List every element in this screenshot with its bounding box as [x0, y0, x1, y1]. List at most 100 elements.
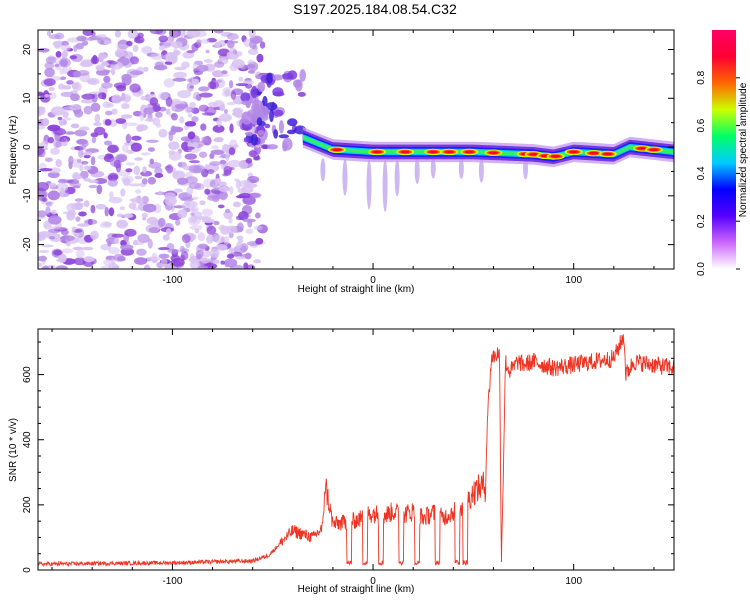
noise-blob — [124, 228, 137, 237]
noise-blob — [217, 204, 225, 209]
noise-blob — [81, 246, 94, 251]
noise-blob — [38, 249, 50, 254]
noise-blob — [222, 143, 230, 153]
noise-blob — [59, 76, 67, 81]
noise-blob — [58, 83, 65, 90]
noise-blob — [113, 159, 122, 169]
noise-blob — [69, 182, 82, 187]
noise-blob — [186, 50, 195, 54]
hot-spot-core — [428, 150, 439, 154]
noise-blob — [103, 259, 115, 266]
noise-blob — [242, 218, 256, 223]
noise-blob — [114, 237, 120, 245]
y-tick-label: 0 — [22, 144, 33, 150]
noise-blob — [90, 31, 96, 37]
x-tick-label: -100 — [162, 275, 182, 286]
noise-blob — [207, 169, 215, 175]
noise-blob — [111, 94, 122, 104]
noise-blob — [188, 182, 202, 190]
noise-blob — [128, 183, 142, 187]
spectrogram-xlabel: Height of straight line (km) — [298, 284, 415, 295]
noise-blob — [172, 50, 179, 58]
noise-blob — [140, 95, 147, 101]
noise-blob — [213, 220, 220, 226]
noise-blob — [140, 152, 151, 156]
onset-blob — [262, 95, 268, 107]
noise-blob — [154, 172, 164, 179]
noise-blob — [163, 78, 175, 88]
onset-blob — [297, 91, 306, 97]
noise-blob — [100, 61, 110, 67]
noise-blob — [165, 108, 171, 115]
noise-blob — [81, 93, 96, 100]
noise-blob — [142, 203, 157, 213]
noise-blob — [200, 123, 207, 131]
noise-blob — [177, 209, 188, 219]
noise-blob — [140, 170, 153, 177]
noise-blob — [219, 159, 227, 165]
snr-x-tick-label: 0 — [370, 576, 376, 587]
noise-blob — [69, 55, 78, 60]
noise-blob — [170, 125, 177, 135]
noise-blob — [104, 206, 109, 217]
noise-blob — [141, 212, 148, 219]
noise-blob — [61, 117, 72, 121]
noise-blob — [88, 184, 98, 189]
noise-blob — [173, 171, 179, 176]
noise-blob — [253, 259, 262, 264]
noise-blob — [175, 128, 181, 132]
noise-blob — [79, 144, 87, 151]
noise-blob — [225, 225, 238, 234]
noise-blob — [94, 113, 101, 124]
onset-blob — [257, 130, 265, 136]
noise-blob — [219, 103, 226, 112]
noise-blob — [109, 191, 114, 199]
onset-blob — [257, 105, 270, 119]
noise-blob — [48, 34, 61, 40]
noise-blob — [73, 257, 87, 266]
noise-blob — [38, 255, 48, 262]
noise-blob — [199, 92, 213, 98]
noise-blob — [55, 50, 62, 58]
signal-streak — [320, 158, 326, 182]
noise-blob — [43, 78, 56, 86]
noise-blob — [248, 150, 257, 158]
noise-blob — [213, 235, 226, 244]
noise-blob — [153, 64, 168, 71]
noise-blob — [48, 87, 55, 92]
noise-blob — [91, 136, 97, 144]
noise-blob — [121, 144, 129, 153]
noise-blob — [152, 117, 161, 126]
noise-blob — [200, 38, 210, 44]
noise-blob — [148, 227, 159, 233]
noise-blob — [133, 165, 141, 176]
onset-blob — [299, 69, 307, 82]
snr-series-line — [38, 334, 674, 568]
noise-blob — [38, 47, 50, 53]
noise-blob — [44, 67, 55, 78]
noise-blob — [114, 30, 122, 38]
noise-blob — [55, 140, 62, 148]
noise-blob — [170, 113, 178, 121]
noise-blob — [40, 140, 49, 150]
noise-blob — [38, 262, 43, 268]
signal-streak — [382, 159, 388, 213]
noise-blob — [168, 141, 180, 150]
noise-blob — [53, 249, 63, 256]
noise-blob — [44, 157, 53, 162]
noise-blob — [187, 113, 193, 118]
noise-blob — [143, 107, 155, 115]
noise-blob — [125, 168, 133, 173]
noise-blob — [134, 175, 143, 180]
noise-blob — [133, 36, 145, 44]
noise-blob — [228, 217, 233, 224]
onset-blob — [250, 86, 258, 99]
noise-blob — [218, 186, 231, 192]
noise-blob — [79, 126, 90, 131]
noise-blob — [225, 151, 230, 162]
noise-blob — [139, 112, 145, 122]
noise-blob — [177, 90, 192, 99]
signal-streak — [430, 157, 436, 179]
noise-blob — [99, 221, 112, 229]
spectrogram-ylabel: Frequency (Hz) — [8, 116, 19, 185]
